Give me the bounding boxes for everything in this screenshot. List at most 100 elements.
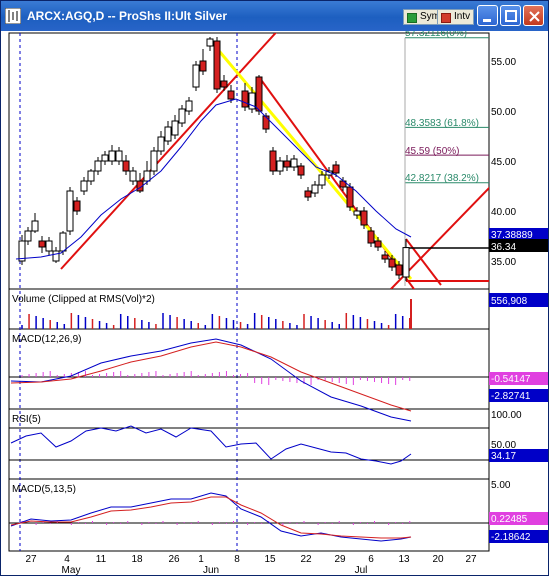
- date-tick: 4: [64, 554, 70, 565]
- date-tick: 29: [334, 554, 346, 565]
- volume-value: 556,908: [491, 296, 528, 307]
- candle-body: [31, 220, 39, 232]
- macd2-line: [10, 492, 412, 542]
- candle-body: [318, 174, 326, 186]
- sym-check-icon: [407, 13, 417, 23]
- macd2-value2: -2.18642: [491, 532, 531, 543]
- date-tick: 26: [168, 554, 180, 565]
- candle-body: [178, 108, 186, 124]
- volume-value-badge: [489, 293, 548, 307]
- candle-body: [290, 158, 298, 168]
- rsi-axis-mid: 50.00: [491, 440, 516, 451]
- candle-body: [129, 170, 137, 182]
- macd2-axis-top: 5.00: [491, 480, 511, 491]
- candle-body: [115, 150, 123, 162]
- date-tick: 18: [131, 554, 143, 565]
- price-scale-labels: 55.00 50.00 45.00 40.00 35.00: [491, 57, 516, 268]
- ma-value-badge: [489, 228, 548, 240]
- fan-line: [405, 238, 442, 286]
- candle-body: [402, 247, 410, 278]
- maximize-icon: [505, 10, 517, 22]
- fib-0-label: 57.32116(0%): [405, 31, 467, 39]
- sym-toggle[interactable]: Sym: [403, 9, 444, 25]
- candle-body: [185, 100, 193, 112]
- macd-value2: -2.82741: [491, 391, 531, 402]
- rsi-value: 34.17: [491, 451, 516, 462]
- candle-body: [80, 180, 88, 192]
- date-axis[interactable]: 27 4 11 18 26 1 8 15 22 29 6 13 20 27 Ma…: [25, 554, 477, 575]
- candle-body: [262, 115, 270, 130]
- rsi-value-badge: [489, 449, 548, 462]
- last-price-badge: [489, 239, 548, 252]
- close-button[interactable]: [523, 5, 544, 26]
- macd-line: [10, 338, 412, 422]
- month-label: Jun: [203, 565, 219, 575]
- volume-bars: [21, 299, 412, 329]
- macd2-value2-badge: [489, 530, 548, 543]
- candle-body: [45, 240, 53, 252]
- candle-body: [171, 120, 179, 136]
- macd-label: MACD(12,26,9): [12, 334, 81, 345]
- sym-label: Sym: [420, 11, 440, 22]
- uptrend-line: [60, 33, 277, 270]
- title-bar[interactable]: ARCX:AGQ,D -- ProShs II:Ult Silver Sym I…: [1, 1, 548, 31]
- candle-body: [24, 230, 32, 242]
- candle-body: [192, 64, 200, 88]
- candle-body: [157, 136, 165, 152]
- yellow-trend-line: [207, 38, 413, 280]
- candle-body: [150, 150, 158, 172]
- candle-body: [367, 230, 375, 244]
- date-tick: 8: [234, 554, 240, 565]
- date-tick: 15: [264, 554, 276, 565]
- price-panel[interactable]: [8, 32, 490, 290]
- rsi-line: [10, 425, 412, 465]
- candle-body: [283, 160, 291, 168]
- date-tick: 11: [96, 554, 107, 565]
- candle-body: [346, 186, 354, 208]
- macd-value2-badge: [489, 389, 548, 402]
- intv-toggle[interactable]: Intv: [437, 9, 475, 25]
- candle-body: [248, 92, 256, 110]
- candle-body: [353, 210, 361, 216]
- date-tick: 27: [25, 554, 37, 565]
- rsi-axis-top: 100.00: [491, 410, 522, 421]
- candle-body: [18, 240, 26, 262]
- volume-label: Volume (Clipped at RMS(Vol)*2): [12, 294, 155, 305]
- candle-body: [332, 164, 340, 174]
- candle-body: [164, 126, 172, 142]
- macd-histogram: [21, 371, 411, 385]
- month-label: May: [62, 565, 81, 575]
- close-icon: [529, 11, 540, 22]
- maximize-button[interactable]: [500, 5, 521, 26]
- date-tick: 22: [300, 554, 312, 565]
- price-label-50: 50.00: [491, 107, 516, 118]
- price-label-45: 45.00: [491, 157, 516, 168]
- chart-area[interactable]: 55.00 50.00 45.00 40.00 35.00 57.32116(0…: [1, 31, 548, 575]
- candle-body: [66, 190, 74, 232]
- candle-body: [241, 90, 249, 108]
- candle-body: [304, 190, 312, 198]
- candle-body: [374, 240, 382, 248]
- intv-check-icon: [441, 13, 451, 23]
- macd2-signal-line: [10, 496, 412, 539]
- date-tick: 27: [465, 554, 477, 565]
- candle-body: [311, 184, 319, 194]
- macd2-value1-badge: [489, 512, 548, 525]
- fib-50-label: 45.59 (50%): [405, 146, 459, 157]
- price-label-55: 55.00: [491, 57, 516, 68]
- rsi-panel[interactable]: [8, 408, 490, 480]
- candle-body: [276, 160, 284, 172]
- price-label-35: 35.00: [491, 257, 516, 268]
- month-label: Jul: [355, 565, 368, 575]
- trendlines[interactable]: [60, 31, 491, 326]
- minimize-icon: [483, 19, 491, 22]
- macd2-panel[interactable]: [8, 478, 490, 552]
- window-title: ARCX:AGQ,D -- ProShs II:Ult Silver: [27, 9, 228, 23]
- date-tick: 13: [398, 554, 410, 565]
- date-tick: 1: [198, 554, 204, 565]
- minimize-button[interactable]: [477, 5, 498, 26]
- candle-body: [269, 150, 277, 172]
- candle-body: [59, 232, 67, 252]
- ma-value: 37.38889: [491, 230, 533, 241]
